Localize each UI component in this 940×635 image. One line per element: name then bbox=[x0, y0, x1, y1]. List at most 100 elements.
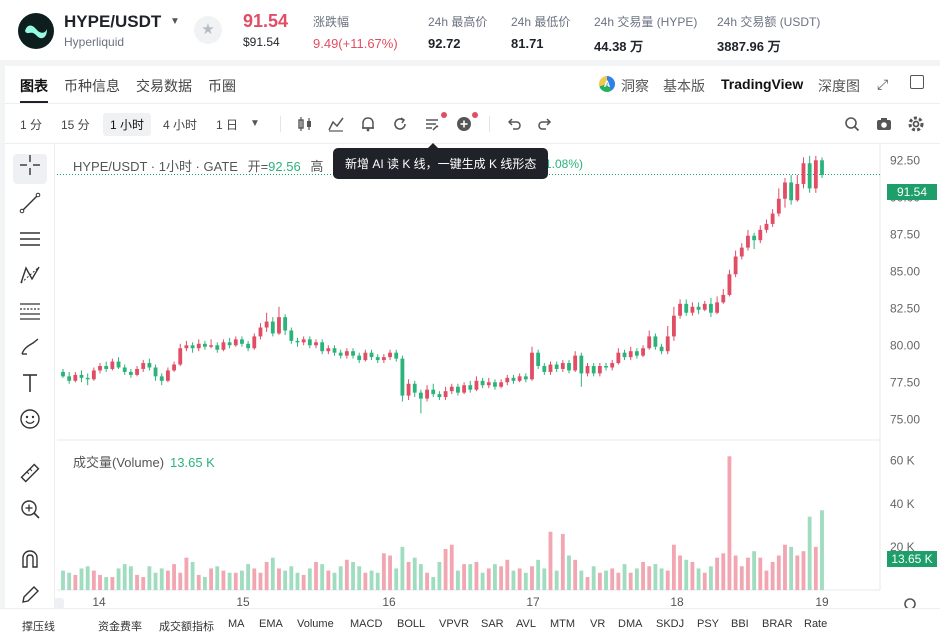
indicator-boll[interactable]: BOLL bbox=[397, 618, 426, 630]
text-tool-icon[interactable] bbox=[13, 372, 47, 402]
volume-tick-label: 40 K bbox=[890, 497, 915, 511]
volume-bar bbox=[375, 572, 380, 590]
volume-bar bbox=[659, 568, 664, 590]
interval-1d[interactable]: 1 日 bbox=[216, 118, 239, 132]
pencil-tool-icon[interactable] bbox=[13, 584, 47, 614]
indicator-ma[interactable]: MA bbox=[228, 618, 245, 630]
indicator-dma[interactable]: DMA bbox=[618, 618, 643, 630]
candle-body bbox=[591, 366, 596, 374]
replay-icon[interactable] bbox=[391, 115, 409, 133]
candle-body bbox=[776, 198, 781, 214]
add-indicator-icon[interactable] bbox=[455, 115, 473, 133]
candle-body bbox=[493, 382, 497, 387]
indicator-vr[interactable]: VR bbox=[590, 618, 606, 630]
price-tick-label: 82.50 bbox=[890, 301, 920, 315]
volume-bar bbox=[776, 555, 781, 590]
view-tradingview[interactable]: TradingView bbox=[721, 76, 804, 92]
toolbar-divider bbox=[280, 116, 281, 132]
indicator-psy[interactable]: PSY bbox=[697, 618, 720, 630]
candle-body bbox=[295, 340, 300, 343]
undo-icon[interactable] bbox=[505, 115, 523, 133]
volume-bar bbox=[560, 533, 565, 590]
tab-chart[interactable]: 图表 bbox=[20, 78, 48, 94]
candle-body bbox=[153, 367, 158, 377]
fullscreen-icon[interactable]: ⤢ bbox=[877, 76, 889, 92]
horizontal-lines-tool-icon[interactable] bbox=[13, 228, 47, 258]
indicator-turnover[interactable]: 成交额指标 bbox=[159, 621, 214, 633]
interval-dropdown-icon[interactable]: ▼ bbox=[250, 118, 260, 129]
interval-1m[interactable]: 1 分 bbox=[20, 118, 43, 132]
volume-bar bbox=[573, 559, 578, 590]
pattern-tool-icon[interactable] bbox=[13, 264, 47, 294]
price-tick-label: 87.50 bbox=[890, 227, 920, 241]
indicator-skdj[interactable]: SKDJ bbox=[656, 618, 685, 630]
redo-icon[interactable] bbox=[536, 115, 554, 133]
volume-bar bbox=[91, 570, 96, 590]
view-depth[interactable]: 深度图 bbox=[818, 78, 860, 94]
indicator-avl[interactable]: AVL bbox=[516, 618, 536, 630]
indicator-ema[interactable]: EMA bbox=[259, 618, 283, 630]
crosshair-tool-icon[interactable] bbox=[13, 154, 47, 184]
indicator-funding[interactable]: 资金费率 bbox=[98, 621, 142, 633]
magnet-tool-icon[interactable] bbox=[13, 548, 47, 578]
volume-bar bbox=[486, 568, 491, 590]
interval-15m[interactable]: 15 分 bbox=[61, 118, 90, 132]
legend-open-value: 92.56 bbox=[268, 159, 301, 174]
fib-tool-icon[interactable] bbox=[13, 300, 47, 330]
emoji-tool-icon[interactable] bbox=[13, 408, 47, 438]
candle-body bbox=[480, 380, 485, 386]
pair-dropdown-icon[interactable]: ▼ bbox=[170, 16, 180, 27]
indicator-vpvr[interactable]: VPVR bbox=[439, 618, 469, 630]
tab-trade-data[interactable]: 交易数据 bbox=[136, 78, 192, 94]
candle-body bbox=[690, 306, 695, 313]
interval-4h[interactable]: 4 小时 bbox=[163, 118, 198, 132]
zoom-in-tool-icon[interactable] bbox=[13, 498, 47, 528]
view-basic[interactable]: 基本版 bbox=[663, 78, 705, 94]
view-insight[interactable]: 洞察 bbox=[621, 78, 649, 94]
favorite-star-icon[interactable]: ★ bbox=[194, 16, 222, 44]
camera-icon[interactable] bbox=[875, 115, 893, 133]
chart-area[interactable]: 92.5090.0087.5085.0082.5080.0077.5075.00… bbox=[57, 143, 940, 608]
indicator-rate[interactable]: Rate bbox=[804, 618, 828, 630]
volume-bar bbox=[505, 559, 510, 590]
settings-gear-icon[interactable] bbox=[907, 115, 925, 133]
trend-line-tool-icon[interactable] bbox=[13, 192, 47, 222]
candle-body bbox=[227, 342, 232, 346]
volume-bar bbox=[739, 566, 744, 590]
alert-bell-icon[interactable] bbox=[359, 115, 377, 133]
interval-1h[interactable]: 1 小时 bbox=[103, 113, 152, 136]
indicators-icon[interactable] bbox=[327, 115, 345, 133]
ruler-tool-icon[interactable] bbox=[13, 462, 47, 492]
candle-body bbox=[215, 345, 220, 350]
ai-insight-icon[interactable]: A bbox=[599, 76, 615, 92]
volume-bar bbox=[499, 566, 504, 590]
indicator-macd[interactable]: MACD bbox=[350, 618, 383, 630]
candle-body bbox=[764, 223, 769, 230]
indicator-bbi[interactable]: BBI bbox=[731, 618, 749, 630]
candle-body bbox=[517, 376, 522, 381]
volume-bar bbox=[67, 572, 72, 590]
candle-body bbox=[530, 352, 534, 380]
time-tick-label: 19 bbox=[815, 595, 829, 608]
indicator-support[interactable]: 撑压线 bbox=[22, 621, 55, 633]
window-mode-icon[interactable] bbox=[910, 75, 924, 89]
indicator-volume[interactable]: Volume bbox=[297, 618, 334, 630]
volume-bar bbox=[449, 544, 454, 590]
brush-tool-icon[interactable] bbox=[13, 336, 47, 366]
volume-bar bbox=[597, 572, 602, 590]
volume-bar bbox=[678, 555, 682, 590]
candlestick-chart[interactable]: 92.5090.0087.5085.0082.5080.0077.5075.00… bbox=[57, 144, 940, 608]
volume-bar bbox=[344, 559, 349, 590]
indicator-sar[interactable]: SAR bbox=[481, 618, 504, 630]
candle-type-icon[interactable] bbox=[296, 115, 314, 133]
search-icon[interactable] bbox=[843, 115, 861, 133]
volume-bar bbox=[147, 566, 152, 590]
ai-pattern-icon[interactable] bbox=[423, 115, 441, 133]
pair-name[interactable]: HYPE/USDT bbox=[64, 12, 162, 31]
indicator-brar[interactable]: BRAR bbox=[762, 618, 793, 630]
tab-coin-circle[interactable]: 币圈 bbox=[208, 78, 236, 94]
candle-body bbox=[684, 303, 689, 313]
indicator-mtm[interactable]: MTM bbox=[550, 618, 576, 630]
tab-coin-info[interactable]: 币种信息 bbox=[64, 78, 120, 94]
volume-bar bbox=[215, 566, 220, 590]
